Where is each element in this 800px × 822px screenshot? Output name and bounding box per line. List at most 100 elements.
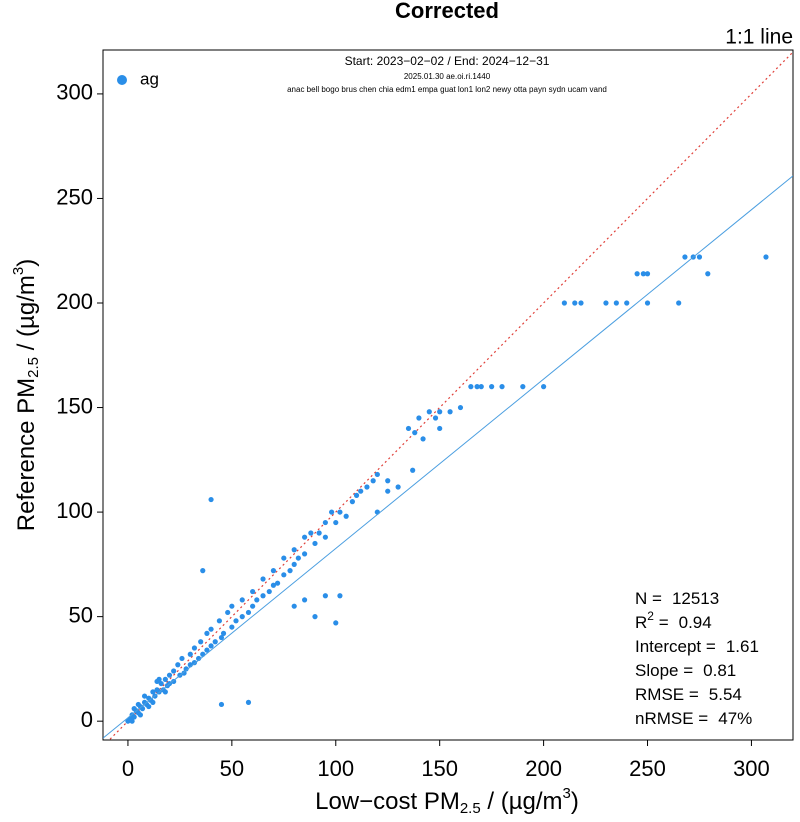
point [204,647,210,653]
subtitle: 2025.01.30 ae.oi.ri.1440 [404,72,491,81]
point [250,603,256,609]
point [682,254,688,260]
stat-name: R [635,613,647,632]
point [171,668,177,674]
point [333,519,339,526]
point [520,384,526,390]
point [150,689,156,695]
stat-name: Slope = [635,661,693,680]
point [337,593,343,599]
one-to-one-label: 1:1 line [725,26,793,49]
y-label-sup: 3 [10,267,27,275]
point [218,701,225,708]
x-tick-label: 0 [122,756,134,781]
point [447,409,453,415]
point [131,714,137,720]
point [374,509,380,515]
stat: R2 = 0.94 [635,609,712,632]
point [171,678,177,685]
y-tick-label: 0 [81,707,93,732]
point [135,701,141,708]
point [291,603,297,609]
point [572,300,578,306]
point [416,415,422,421]
point [301,551,308,557]
point [131,706,137,712]
point [634,271,640,277]
fit-line [103,175,793,739]
point [287,568,293,574]
point [191,645,198,651]
point [158,680,164,687]
stat-value: 1.61 [726,637,759,656]
y-label-part: ) [13,259,40,267]
point [322,593,328,599]
point [316,530,322,536]
point [478,384,484,390]
point [343,513,349,519]
point [457,404,464,411]
point [696,254,703,260]
stat: Intercept = 1.61 [635,637,759,656]
stat: Slope = 0.81 [635,661,736,680]
point [676,300,682,306]
point [175,662,181,668]
point [322,519,328,526]
point [405,425,412,432]
y-tick-label: 200 [56,289,93,314]
stat-value: 5.54 [709,685,742,704]
point [266,588,272,595]
point [337,509,343,515]
plot-area [103,51,793,740]
point [312,614,318,620]
point [250,588,256,595]
point [499,384,505,390]
point [245,609,252,616]
point [208,643,214,649]
point [705,271,711,277]
point [624,300,630,306]
chart-title: Corrected [395,0,499,23]
point [474,384,480,390]
x-label-part: / (µg/m [481,788,563,815]
point [183,666,189,672]
point [561,300,567,306]
point [260,576,266,582]
plot-frame [102,49,794,741]
x-tick-label: 50 [220,756,244,781]
point [200,651,206,657]
x-label-part: ) [571,788,579,815]
stat-name: Intercept = [635,637,716,656]
point [281,555,287,561]
y-label-sub: 2.5 [25,357,42,378]
point [270,582,277,588]
point [166,672,173,678]
x-label-sup: 3 [563,785,571,802]
y-tick-label: 100 [56,498,93,523]
point [200,568,206,574]
y-label-part: Reference PM [13,378,40,531]
point [179,655,185,662]
point [541,384,547,390]
point [270,568,277,574]
subtitle: anac bell bogo brus chen chia edm1 empa … [287,85,607,94]
point [229,624,235,630]
point [146,703,152,710]
point [322,534,328,540]
point [640,271,646,277]
point [644,271,651,277]
x-tick-label: 150 [421,756,458,781]
point [468,384,474,390]
y-tick-label: 150 [56,393,93,418]
point [245,699,252,705]
point [204,630,210,636]
point [437,409,443,415]
point [239,614,245,620]
one-to-one-line [108,51,793,740]
subtitle: Start: 2023−02−02 / End: 2024−12−31 [345,54,550,68]
point [220,630,227,636]
point [150,699,156,705]
point [412,430,418,436]
point [260,593,266,599]
